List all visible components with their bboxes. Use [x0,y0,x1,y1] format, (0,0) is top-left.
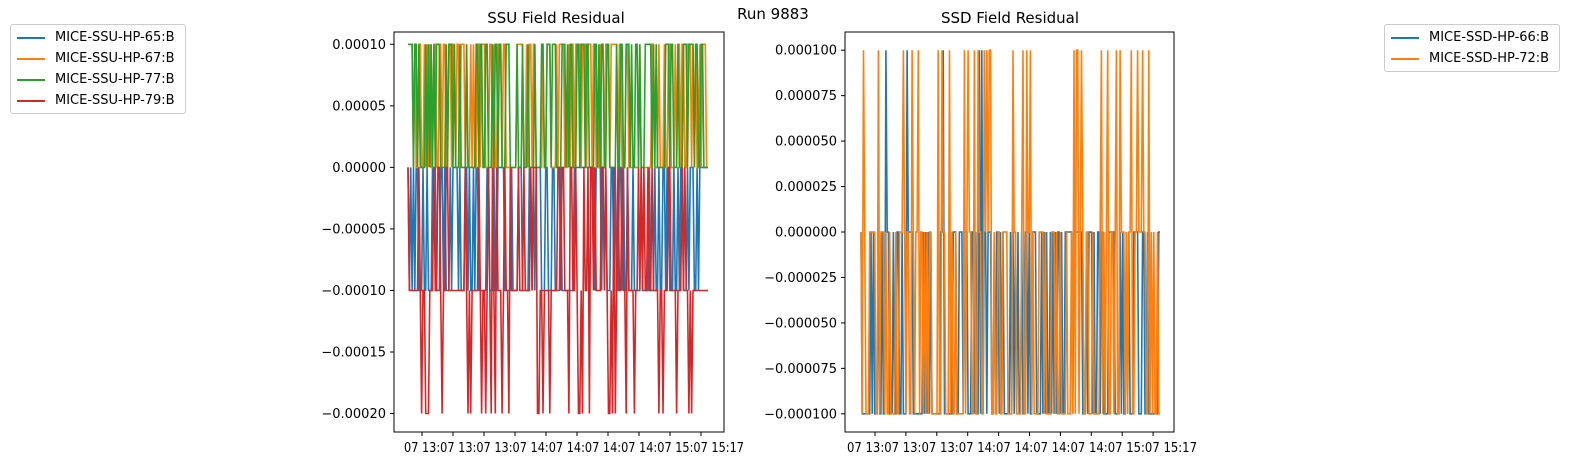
ssu-y-axis: 0.00010 0.00005 0.00000 −0.00005 −0.00010 −0.… [321,38,394,422]
ssu-legend: MICE-SSU-HP-65:B MICE-SSU-HP-67:B MICE-S… [10,24,186,114]
legend-label: MICE-SSU-HP-65:B [55,30,175,45]
ssu-x-axis [421,432,702,436]
legend-label: MICE-SSU-HP-79:B [55,93,175,108]
y-tick-label: −0.000050 [764,316,837,331]
y-tick-label: 0.00010 [332,38,386,53]
legend-label: MICE-SSU-HP-67:B [55,51,175,66]
legend-label: MICE-SSU-HP-77:B [55,72,175,87]
ssd-x-tick-labels: 07 13:07 13:07 13:07 14:07 14:07 14:07 1… [847,441,1197,456]
legend-item: MICE-SSU-HP-77:B [17,69,179,90]
y-tick-label: 0.00005 [332,99,386,114]
legend-item: MICE-SSU-HP-65:B [17,27,179,48]
series-line-mice-ssd-hp-72-b [860,49,1160,415]
figure-suptitle: Run 9883 [737,5,809,23]
legend-item: MICE-SSD-HP-72:B [1391,48,1553,69]
y-tick-label: −0.00005 [321,222,386,237]
ssd-y-axis: 0.000100 0.000075 0.000050 0.000025 0.000000… [764,44,845,422]
ssd-legend: MICE-SSD-HP-66:B MICE-SSD-HP-72:B [1384,24,1560,72]
legend-line-swatch [17,36,45,39]
series-line-mice-ssu-hp-79-b [407,166,708,415]
series-line-mice-ssu-hp-65-b [407,166,708,292]
ssd-x-axis [874,432,1154,436]
y-tick-label: 0.00000 [332,161,386,176]
legend-line-swatch [17,57,45,60]
ssu-axes-frame [393,31,725,433]
ssu-chart: SSU Field Residual 0.00010 0.00005 0.00000… [321,9,744,456]
y-tick-label: −0.00010 [321,284,386,299]
ssd-plot-area [860,49,1160,415]
y-tick-label: −0.000075 [764,362,837,377]
legend-line-swatch [17,78,45,81]
ssd-chart-title: SSD Field Residual [941,9,1079,27]
legend-line-swatch [1391,36,1419,39]
legend-item: MICE-SSU-HP-79:B [17,90,179,111]
legend-label: MICE-SSD-HP-72:B [1429,51,1550,66]
ssd-chart: SSD Field Residual 0.0001000.0000750.000… [764,9,1197,456]
y-tick-label: −0.00015 [321,346,386,361]
y-tick-label: −0.00020 [321,407,386,422]
y-tick-label: −0.000025 [764,271,837,286]
ssu-chart-title: SSU Field Residual [487,9,625,27]
legend-line-swatch [17,99,45,102]
ssu-plot-area [407,43,708,415]
ssu-x-tick-labels: 07 13:07 13:07 13:07 14:07 14:07 14:07 1… [404,441,744,456]
legend-item: MICE-SSU-HP-67:B [17,48,179,69]
legend-label: MICE-SSD-HP-66:B [1429,30,1550,45]
y-tick-label: 0.000075 [775,89,837,104]
y-tick-label: 0.000025 [775,180,837,195]
legend-item: MICE-SSD-HP-66:B [1391,27,1553,48]
y-tick-label: −0.000100 [764,407,837,422]
y-tick-label: 0.000100 [775,44,837,59]
y-tick-label: 0.000050 [775,135,837,150]
legend-line-swatch [1391,57,1419,60]
y-tick-label: 0.000000 [775,226,837,241]
